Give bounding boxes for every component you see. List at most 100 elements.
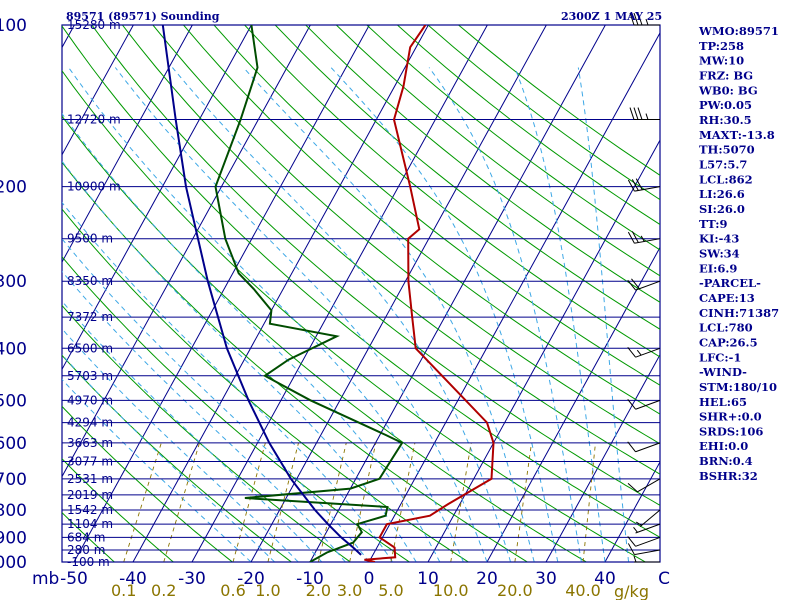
- height-label: 6500 m: [67, 341, 113, 355]
- height-label: 3077 m: [67, 455, 113, 469]
- wind-barb-flag: [627, 543, 635, 555]
- height-label: 15280 m: [67, 18, 121, 32]
- index-value: L57:5.7: [699, 157, 747, 171]
- isotherm-line: [545, 353, 660, 562]
- wind-barb: [627, 441, 661, 453]
- index-value: TP:258: [699, 39, 744, 53]
- moist-adiabat: [577, 67, 630, 562]
- dry-adiabat: [366, 25, 660, 251]
- height-label: 1104 m: [67, 517, 113, 531]
- mixing-ratio-label: 3.0: [337, 581, 362, 600]
- wind-barb: [629, 107, 660, 121]
- wind-barb-staff: [635, 399, 661, 410]
- index-value: MW:10: [699, 54, 744, 68]
- moist-adiabat: [62, 378, 252, 562]
- wind-barb-staff: [635, 523, 661, 534]
- isotherm-line: [604, 460, 660, 562]
- wind-barb-flag: [627, 279, 636, 291]
- index-value: CINH:71387: [699, 306, 779, 320]
- index-value: KI:-43: [699, 232, 739, 246]
- dry-adiabat: [62, 512, 116, 562]
- wind-barb-flag: [631, 179, 639, 191]
- pressure-label: 500: [0, 391, 27, 411]
- moist-adiabat: [428, 67, 582, 562]
- height-label: 5703 m: [67, 369, 113, 383]
- index-value: EHI:0.0: [699, 439, 748, 453]
- wind-barb-staff: [634, 549, 661, 556]
- mixing-ratio-line: [123, 442, 162, 562]
- wind-barb-staff: [635, 536, 661, 547]
- index-value: LI:26.6: [699, 187, 745, 201]
- pressure-label: 800: [0, 501, 27, 521]
- index-value: HEL:65: [699, 395, 747, 409]
- index-value: TH:5070: [699, 143, 755, 157]
- height-label: 8350 m: [67, 274, 113, 288]
- wind-barb-flag: [627, 483, 638, 493]
- index-value: WB0: BG: [698, 83, 758, 97]
- moist-adiabat: [514, 67, 606, 562]
- wind-barb-flag: [627, 231, 635, 244]
- isotherm-line: [132, 25, 429, 562]
- temperature-tick-label: 40: [594, 569, 616, 589]
- index-value: MAXT:-13.8: [699, 128, 775, 142]
- mixing-ratio-label: 1.0: [255, 581, 280, 600]
- wind-barb: [627, 231, 661, 244]
- temperature-tick-label: 0: [364, 569, 375, 589]
- height-label: 1542 m: [67, 503, 113, 517]
- wind-barb-flag: [633, 527, 638, 533]
- moist-adiabat: [62, 238, 370, 562]
- wind-barb-flag: [633, 12, 639, 26]
- pressure-label: 100: [0, 16, 27, 36]
- dry-adiabat: [62, 405, 234, 562]
- wind-barb-flag: [637, 107, 643, 120]
- isotherm-line: [62, 25, 134, 156]
- pressure-label: 600: [0, 434, 27, 454]
- dry-adiabat: [122, 25, 660, 475]
- index-value: SW:34: [699, 246, 740, 260]
- moist-adiabat: [114, 67, 488, 562]
- wind-barb-flag: [645, 18, 649, 26]
- wind-barb-staff: [635, 280, 661, 291]
- temperature-tick-label: -10: [296, 569, 324, 589]
- moist-adiabat: [62, 160, 417, 562]
- index-value: -WIND-: [699, 365, 747, 379]
- isotherm-line: [250, 25, 547, 562]
- dewpoint-profile: [214, 25, 404, 562]
- wind-barb: [635, 509, 661, 528]
- moist-adiabat: [62, 300, 323, 562]
- wind-barb-flag: [629, 12, 635, 26]
- wind-barb-flag: [633, 555, 637, 563]
- dry-adiabat: [62, 208, 470, 562]
- moist-adiabat: [330, 67, 559, 562]
- dry-adiabat: [244, 25, 660, 358]
- index-value: FRZ: BG: [699, 68, 753, 82]
- height-label: 684 m: [67, 530, 105, 544]
- dry-adiabat: [62, 69, 647, 562]
- dry-adiabat: [274, 25, 660, 330]
- moist-adiabat: [62, 270, 346, 562]
- moist-adiabat: [243, 67, 535, 562]
- mixing-ratio-unit: g/kg: [614, 582, 649, 600]
- index-value: LCL:862: [699, 172, 753, 186]
- isotherm-line: [62, 25, 252, 371]
- wind-barb-flag: [637, 12, 643, 26]
- mixing-ratio-label: 40.0: [565, 581, 601, 600]
- pressure-label: 400: [0, 339, 27, 359]
- height-label: 4294 m: [67, 416, 113, 430]
- pressure-label: 300: [0, 272, 27, 292]
- height-label: 7372 m: [67, 310, 113, 324]
- height-label: 12720 m: [67, 113, 121, 127]
- temperature-tick-label: 10: [417, 569, 439, 589]
- dry-adiabat: [62, 458, 175, 562]
- wind-barb: [627, 278, 661, 291]
- index-value: BSHR:32: [699, 469, 758, 483]
- wind-barb-flag: [627, 536, 636, 547]
- index-value: LFC:-1: [699, 350, 741, 364]
- dry-adiabat: [152, 25, 660, 445]
- height-label: 280 m: [67, 543, 105, 557]
- dry-adiabat: [62, 304, 352, 562]
- temperature-tick-label: 20: [476, 569, 498, 589]
- wind-barb-flag: [636, 349, 642, 356]
- mixing-ratio-label: 10.0: [433, 581, 469, 600]
- mixing-ratio-label: 0.6: [220, 581, 245, 600]
